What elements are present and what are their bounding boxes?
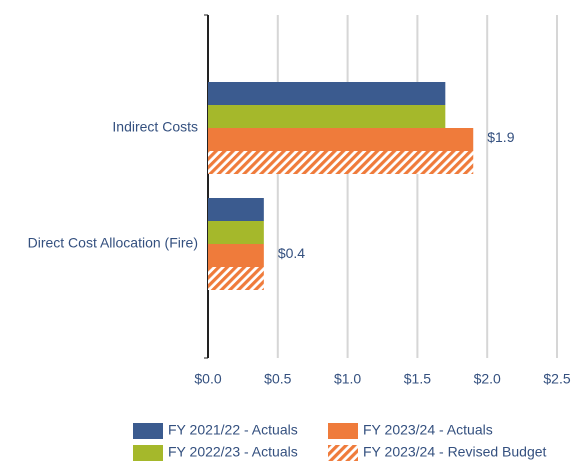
x-tick-label: $0.5	[264, 371, 291, 387]
legend-label: FY 2023/24 - Revised Budget	[363, 444, 547, 460]
bar	[208, 267, 264, 290]
y-tick-label: Indirect Costs	[112, 119, 198, 135]
bar	[208, 244, 264, 267]
data-label: $0.4	[278, 245, 305, 261]
y-tick-label: Direct Cost Allocation (Fire)	[28, 235, 198, 251]
bar	[208, 198, 264, 221]
legend-label: FY 2021/22 - Actuals	[168, 422, 298, 438]
x-tick-label: $1.0	[334, 371, 361, 387]
bar	[208, 82, 446, 105]
bar	[208, 221, 264, 244]
legend-label: FY 2023/24 - Actuals	[363, 422, 493, 438]
x-tick-label: $1.5	[404, 371, 431, 387]
x-tick-label: $2.0	[474, 371, 501, 387]
legend-swatch	[328, 423, 358, 439]
legend-swatch	[133, 423, 163, 439]
legend-swatch	[328, 445, 358, 461]
data-label: $1.9	[487, 129, 514, 145]
legend-label: FY 2022/23 - Actuals	[168, 444, 298, 460]
x-tick-label: $0.0	[194, 371, 221, 387]
bar	[208, 105, 446, 128]
x-tick-label: $2.5	[543, 371, 570, 387]
bar	[208, 128, 474, 151]
bar	[208, 151, 474, 174]
legend-swatch	[133, 445, 163, 461]
